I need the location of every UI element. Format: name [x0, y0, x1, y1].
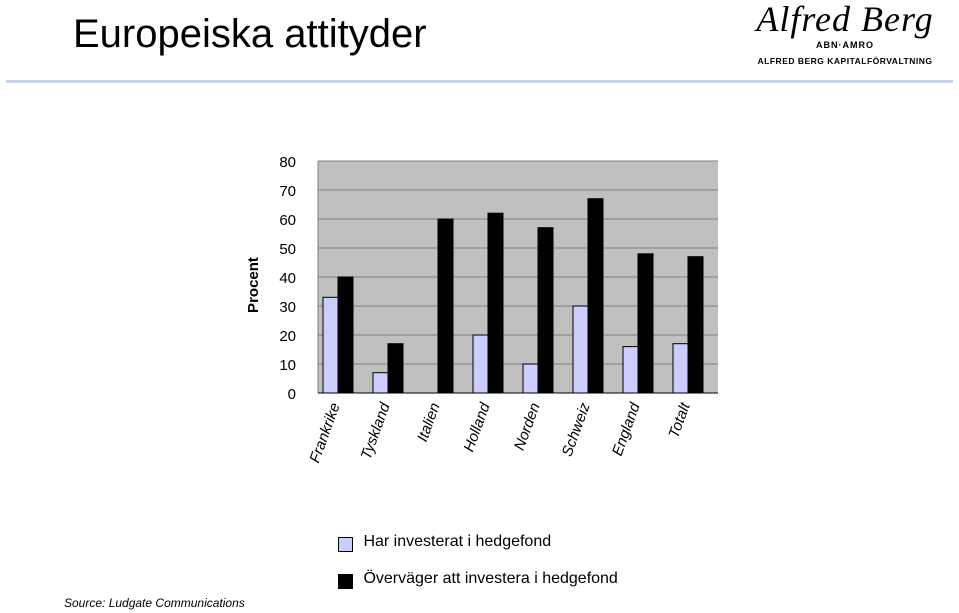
legend-item-considering: Överväger att investera i hedgefond	[338, 570, 618, 592]
bar-invested	[372, 372, 389, 394]
bar-considering	[587, 198, 604, 394]
x-tick-label: England	[609, 400, 644, 458]
bar-invested	[672, 343, 689, 394]
y-tick-label: 30	[279, 299, 296, 316]
legend-swatch-considering	[338, 573, 353, 589]
bar-considering	[437, 218, 454, 394]
legend-swatch-invested	[338, 536, 353, 552]
y-axis-label: Procent	[245, 257, 262, 313]
x-tick-label: Totalt	[665, 400, 694, 441]
legend-label-invested: Har investerat i hedgefond	[363, 533, 552, 550]
bar-considering	[687, 256, 704, 394]
y-tick-label: 60	[279, 212, 296, 229]
bar-considering	[337, 276, 354, 394]
source-note: Source: Ludgate Communications	[64, 596, 245, 610]
x-tick-label: Schweiz	[559, 400, 594, 459]
logo-script: Alfred Berg	[756, 0, 934, 39]
x-tick-label: Italien	[414, 401, 444, 444]
y-tick-label: 10	[279, 357, 296, 374]
bar-invested	[522, 363, 539, 394]
alfred-berg-logo: Alfred Berg ABN·AMRO ALFRED BERG KAPITAL…	[755, 0, 935, 72]
logo-company: ALFRED BERG KAPITALFÖRVALTNING	[757, 56, 933, 66]
bar-invested	[572, 305, 589, 394]
y-tick-label: 40	[279, 270, 296, 287]
x-tick-label: Frankrike	[306, 401, 343, 466]
bar-considering	[387, 343, 404, 394]
legend-label-considering: Överväger att investera i hedgefond	[363, 570, 618, 587]
x-tick-label: Norden	[511, 401, 544, 453]
bar-invested	[622, 346, 639, 394]
bar-considering	[487, 212, 504, 394]
y-tick-label: 0	[288, 386, 296, 403]
y-tick-label: 70	[279, 183, 296, 200]
y-tick-label: 50	[279, 241, 296, 258]
title-divider	[6, 80, 953, 83]
bar-considering	[537, 227, 554, 394]
x-tick-label: Holland	[460, 400, 494, 454]
y-tick-label: 20	[279, 328, 296, 345]
y-tick-label: 80	[279, 154, 296, 171]
logo-sub: ABN·AMRO	[816, 40, 874, 50]
legend: Har investerat i hedgefond Överväger att…	[338, 533, 618, 607]
bar-invested	[322, 296, 339, 394]
x-tick-label: Tyskland	[358, 400, 394, 462]
bar-considering	[637, 253, 654, 394]
bar-invested	[472, 334, 489, 394]
legend-item-invested: Har investerat i hedgefond	[338, 533, 618, 555]
slide-title: Europeiska attityder	[73, 12, 427, 56]
